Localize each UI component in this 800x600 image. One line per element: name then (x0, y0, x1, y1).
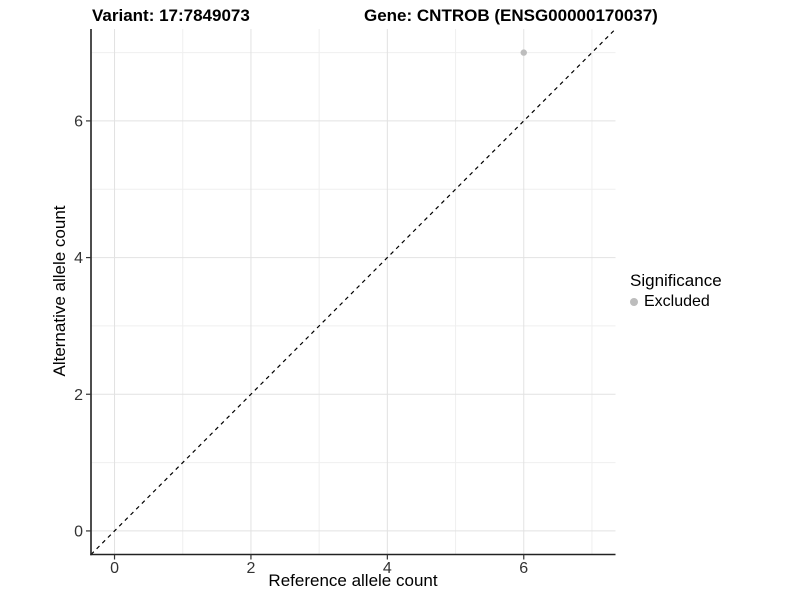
identity-reference-line (90, 28, 616, 555)
legend-entry-label: Excluded (644, 293, 710, 310)
x-tick-label: 0 (110, 560, 119, 577)
y-tick-label: 2 (74, 387, 83, 404)
legend-title: Significance (630, 271, 722, 290)
legend-entry: Excluded (630, 293, 722, 311)
gene-title: Gene: CNTROB (ENSG00000170037) (364, 6, 658, 25)
y-axis-label: Alternative allele count (50, 205, 69, 377)
x-tick-label: 6 (519, 560, 528, 577)
legend-point-icon (630, 298, 638, 306)
x-tick-label: 2 (246, 560, 255, 577)
y-tick-label: 0 (74, 523, 83, 540)
x-tick-label: 4 (383, 560, 392, 577)
y-tick-label: 4 (74, 250, 83, 267)
y-tick-label: 6 (74, 113, 83, 130)
x-axis-label: Reference allele count (268, 571, 438, 590)
variant-title: Variant: 17:7849073 (92, 6, 250, 25)
data-point (520, 49, 527, 56)
legend: Significance Excluded (630, 271, 722, 311)
